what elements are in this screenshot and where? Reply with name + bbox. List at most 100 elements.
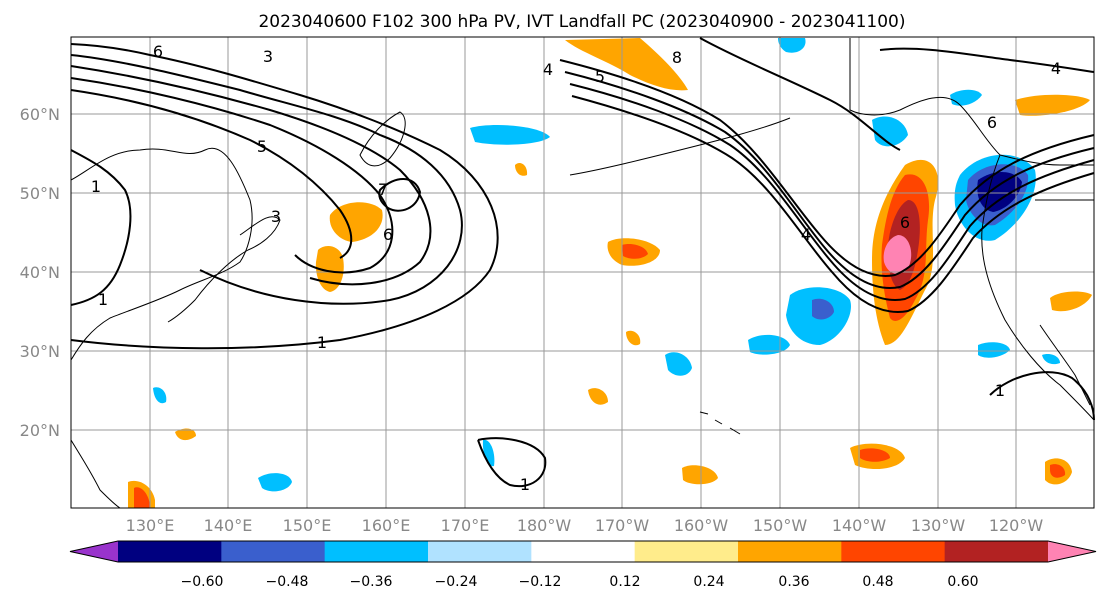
coast-hawaii bbox=[699, 411, 741, 435]
positive-ivt-alaska-east bbox=[1015, 94, 1090, 116]
negative-ivt-blob-pnw-3 bbox=[977, 171, 1022, 212]
colorbar-segment bbox=[324, 541, 429, 562]
contour-label: 1 bbox=[98, 290, 108, 309]
negative-ivt-small-8 bbox=[258, 473, 292, 492]
positive-ivt-small-5 bbox=[175, 428, 196, 441]
negative-ivt-small-10 bbox=[482, 439, 495, 467]
positive-ivt-philippine-sea-core bbox=[134, 487, 150, 508]
negative-ivt-small-4 bbox=[872, 116, 908, 147]
lon-label: 170°E bbox=[441, 516, 490, 535]
colorbar-segment bbox=[118, 541, 222, 562]
pv-contour-cutoff bbox=[378, 178, 422, 212]
colorbar-tick-label: −0.12 bbox=[519, 574, 562, 590]
coast-baja bbox=[1039, 324, 1091, 406]
colorbar-tick-label: −0.60 bbox=[181, 574, 224, 590]
colorbar-tick-label: 0.12 bbox=[609, 574, 640, 590]
positive-ivt-small-6 bbox=[626, 330, 641, 346]
colorbar-tick-label: 0.36 bbox=[778, 574, 809, 590]
positive-ivt-small-4 bbox=[588, 388, 608, 405]
contour-label: 1 bbox=[91, 177, 101, 196]
lat-label: 20°N bbox=[20, 421, 60, 440]
pv-contour-trough-1 bbox=[559, 59, 1095, 277]
coast-kamchatka bbox=[359, 111, 406, 167]
colorbar-segment bbox=[634, 541, 739, 562]
contour-label: 5 bbox=[595, 67, 605, 86]
pv-contour-2 bbox=[70, 54, 463, 305]
lat-label: 50°N bbox=[20, 184, 60, 203]
pv-contour-5 bbox=[70, 89, 353, 259]
lon-label: 180°W bbox=[517, 516, 572, 535]
contour-label: 8 bbox=[672, 48, 682, 67]
lon-label: 140°W bbox=[832, 516, 887, 535]
map-frame bbox=[70, 36, 1095, 509]
pv-contour-south-2 bbox=[989, 371, 1095, 421]
positive-ivt-bering bbox=[565, 38, 688, 91]
pv-contour-3 bbox=[70, 65, 432, 286]
positive-ivt-small-7 bbox=[1050, 291, 1092, 312]
positive-ivt-kuril bbox=[329, 202, 383, 242]
lon-label: 140°E bbox=[204, 516, 253, 535]
negative-ivt-blob-central-core bbox=[812, 298, 834, 320]
positive-ivt-south-3-core bbox=[1050, 464, 1066, 478]
contour-label: 6 bbox=[153, 42, 163, 61]
colorbar-extension-low bbox=[70, 541, 118, 562]
contour-label: 6 bbox=[900, 213, 910, 232]
colorbar-tick-label: −0.36 bbox=[350, 574, 393, 590]
contour-label: 4 bbox=[1051, 59, 1061, 78]
contour-label: 3 bbox=[263, 47, 273, 66]
positive-ivt-south-2 bbox=[682, 465, 718, 485]
negative-ivt-small-9 bbox=[153, 387, 167, 404]
contour-label: 4 bbox=[801, 225, 811, 244]
colorbar-segment bbox=[221, 541, 326, 562]
negative-ivt-small-2 bbox=[665, 352, 692, 376]
contour-label: 1 bbox=[995, 381, 1005, 400]
lat-label: 30°N bbox=[20, 342, 60, 361]
colorbar-tick-label: −0.48 bbox=[266, 574, 309, 590]
pv-contour-west bbox=[70, 149, 132, 306]
negative-ivt-small-11 bbox=[1042, 353, 1060, 365]
pv-contour-trough-2 bbox=[564, 71, 1095, 289]
coast-aleutians bbox=[569, 117, 791, 176]
pv-contour-trough-3 bbox=[569, 83, 1095, 301]
colorbar-tick-label: −0.24 bbox=[435, 574, 478, 590]
colorbar-segment bbox=[531, 541, 636, 562]
pv-contours bbox=[70, 37, 1095, 488]
lon-label: 160°W bbox=[674, 516, 729, 535]
graticule bbox=[71, 37, 1094, 508]
positive-ivt-band-peak bbox=[883, 235, 912, 274]
colorbar bbox=[69, 540, 1097, 563]
colorbar-outline bbox=[69, 540, 1097, 563]
positive-ivt-midpacific-core bbox=[622, 244, 648, 259]
colorbar-tick-label: 0.48 bbox=[862, 574, 893, 590]
contour-label: 1 bbox=[317, 333, 327, 352]
lon-label: 170°W bbox=[595, 516, 650, 535]
lat-label: 60°N bbox=[20, 105, 60, 124]
colorbar-tick-label: 0.24 bbox=[693, 574, 724, 590]
lon-label: 150°E bbox=[283, 516, 332, 535]
contour-label: 4 bbox=[543, 60, 553, 79]
pv-contour-1 bbox=[70, 43, 499, 350]
contour-label: 6 bbox=[383, 225, 393, 244]
lon-label: 120°W bbox=[989, 516, 1044, 535]
contour-label: 6 bbox=[987, 113, 997, 132]
colorbar-segment bbox=[428, 541, 532, 562]
colorbar-segment bbox=[738, 541, 842, 562]
pv-contour-ridge bbox=[699, 37, 901, 151]
coast-philippines bbox=[70, 439, 121, 509]
contour-label: 5 bbox=[257, 137, 267, 156]
latitude-labels: 60°N 50°N 40°N 30°N 20°N bbox=[20, 105, 60, 440]
contour-label: 3 bbox=[271, 207, 281, 226]
colorbar-extension-high bbox=[1048, 541, 1096, 562]
pv-contour-trough-4 bbox=[571, 95, 1095, 313]
negative-ivt-small-7 bbox=[978, 342, 1010, 358]
pv-contour-ridge-2 bbox=[879, 47, 1095, 73]
contour-label-group: 6 3 5 3 1 1 7 6 1 4 5 8 4 6 6 4 1 1 bbox=[91, 42, 1061, 494]
pv-contour-4 bbox=[70, 77, 394, 274]
contour-label: 1 bbox=[520, 475, 530, 494]
negative-ivt-small-5 bbox=[778, 38, 806, 53]
negative-ivt-small-6 bbox=[950, 89, 982, 106]
coast-north-america bbox=[981, 154, 1095, 421]
longitude-labels: 130°E 140°E 150°E 160°E 170°E 180°W 170°… bbox=[126, 516, 1044, 535]
lon-label: 130°W bbox=[911, 516, 966, 535]
